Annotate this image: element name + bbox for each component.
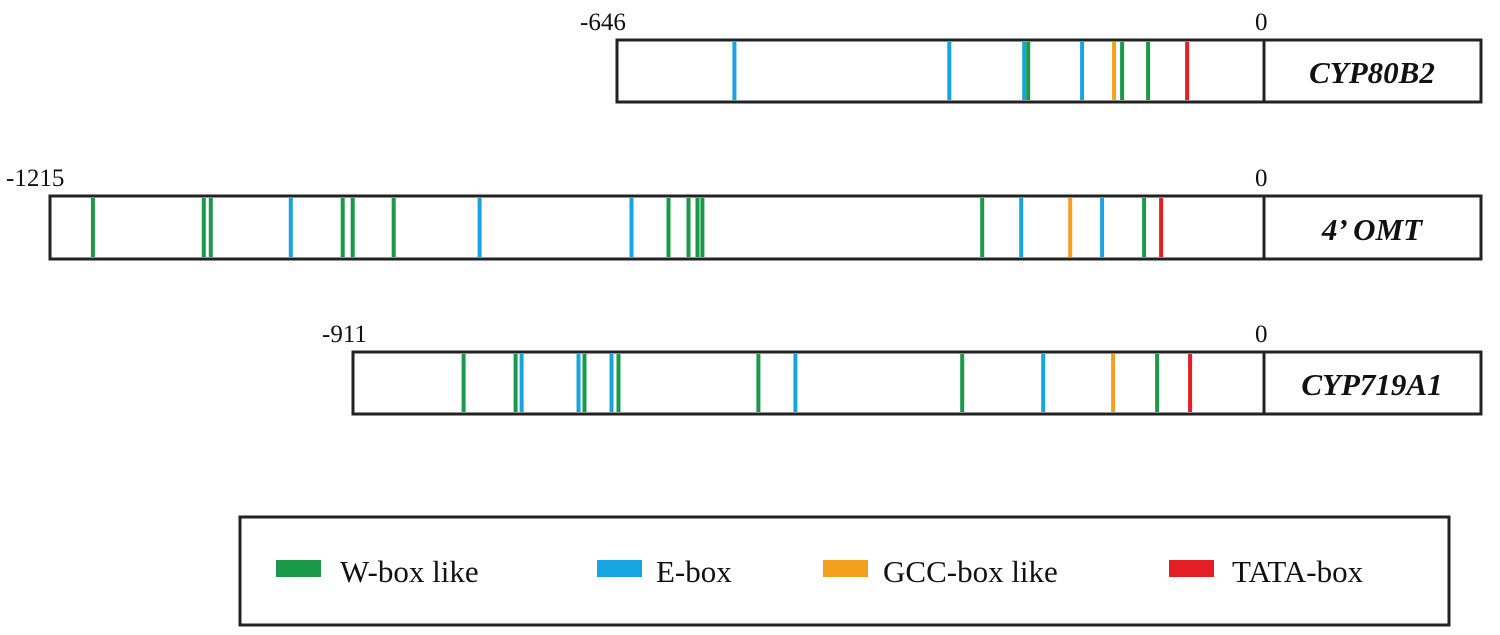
- legend-label-e-box: E-box: [656, 554, 732, 589]
- start-label: -646: [580, 9, 626, 36]
- promoter-bar: [351, 350, 1266, 416]
- gene-track-2: -1215 0 4’ OMT: [6, 165, 1483, 261]
- legend-swatch-tata-box: [1169, 560, 1214, 577]
- gene-name: CYP719A1: [1301, 367, 1442, 402]
- promoter-bar: [48, 194, 1266, 261]
- legend-label-gcc-box: GCC-box like: [883, 554, 1058, 589]
- legend-label-w-box: W-box like: [340, 554, 479, 589]
- gene-name: CYP80B2: [1309, 55, 1435, 90]
- start-label: -911: [322, 321, 367, 348]
- element-marks: [461, 354, 1193, 412]
- promoter-bar: [615, 38, 1266, 104]
- gene-name: 4’ OMT: [1321, 212, 1423, 247]
- legend-box: [238, 515, 1451, 627]
- gene-track-1: -646 0 CYP80B2: [580, 9, 1483, 104]
- legend-swatch-e-box: [597, 560, 642, 577]
- element-marks: [90, 198, 1164, 257]
- legend-swatch-gcc-box: [823, 560, 868, 577]
- gene-box: [1262, 194, 1483, 261]
- end-label: 0: [1255, 9, 1268, 36]
- legend-label-tata-box: TATA-box: [1232, 554, 1364, 589]
- start-label: -1215: [6, 165, 64, 192]
- legend: W-box like E-box GCC-box like TATA-box: [238, 515, 1451, 627]
- gene-box: [1262, 350, 1483, 416]
- end-label: 0: [1255, 321, 1268, 348]
- element-marks: [732, 42, 1190, 100]
- legend-swatch-w-box: [276, 560, 321, 577]
- end-label: 0: [1255, 165, 1268, 192]
- gene-track-3: -911 0 CYP719A1: [322, 321, 1483, 416]
- gene-box: [1262, 38, 1483, 104]
